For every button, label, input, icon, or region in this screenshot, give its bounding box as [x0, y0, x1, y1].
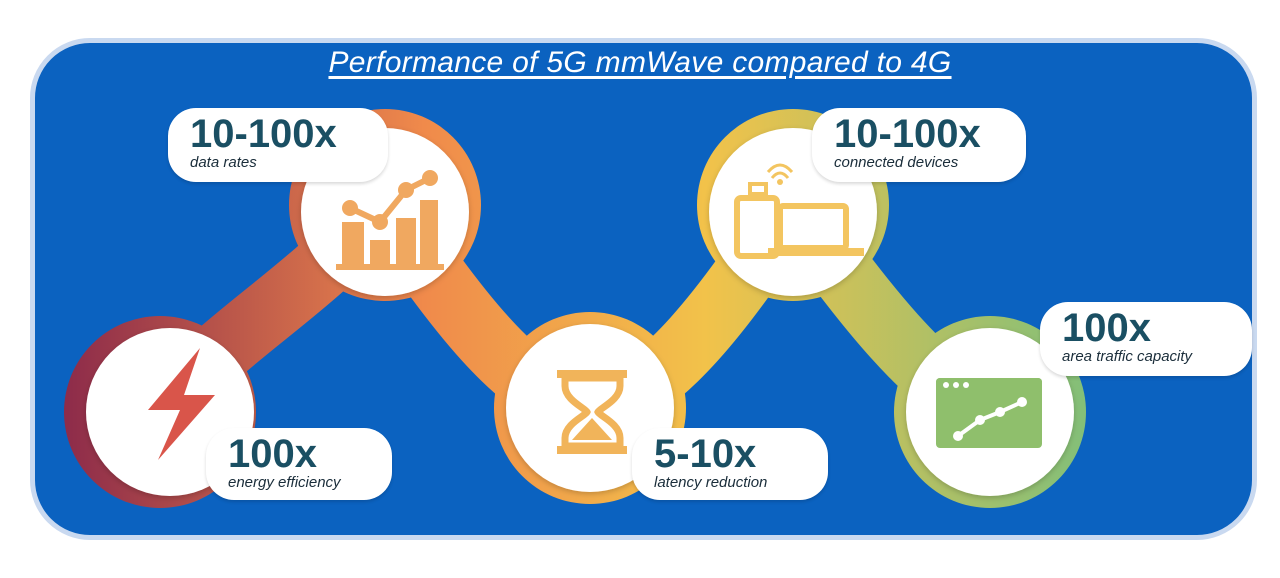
metric-area-traffic-capacity: 100x area traffic capacity — [1040, 302, 1252, 376]
metric-label: latency reduction — [654, 474, 768, 491]
metric-value: 10-100x — [190, 112, 337, 156]
metric-label: energy efficiency — [228, 474, 341, 491]
metric-label: connected devices — [834, 154, 959, 171]
metric-label: data rates — [190, 154, 257, 171]
metric-value: 10-100x — [834, 112, 981, 156]
metric-data-rates: 10-100x data rates — [168, 108, 388, 182]
metric-connected-devices: 10-100x connected devices — [812, 108, 1026, 182]
infographic-title: Performance of 5G mmWave compared to 4G — [328, 46, 952, 79]
metric-value: 100x — [1062, 306, 1151, 350]
metric-value: 100x — [228, 432, 317, 476]
hourglass-icon — [557, 370, 627, 454]
lightning-bolt-icon — [148, 348, 215, 460]
browser-chart-icon — [936, 378, 1042, 448]
devices-icon — [734, 163, 864, 259]
metric-label: area traffic capacity — [1062, 348, 1193, 365]
metric-latency-reduction: 5-10x latency reduction — [632, 428, 828, 500]
metric-energy-efficiency: 100x energy efficiency — [206, 428, 392, 500]
bar-chart-trend-icon — [336, 170, 444, 270]
metric-value: 5-10x — [654, 432, 757, 476]
